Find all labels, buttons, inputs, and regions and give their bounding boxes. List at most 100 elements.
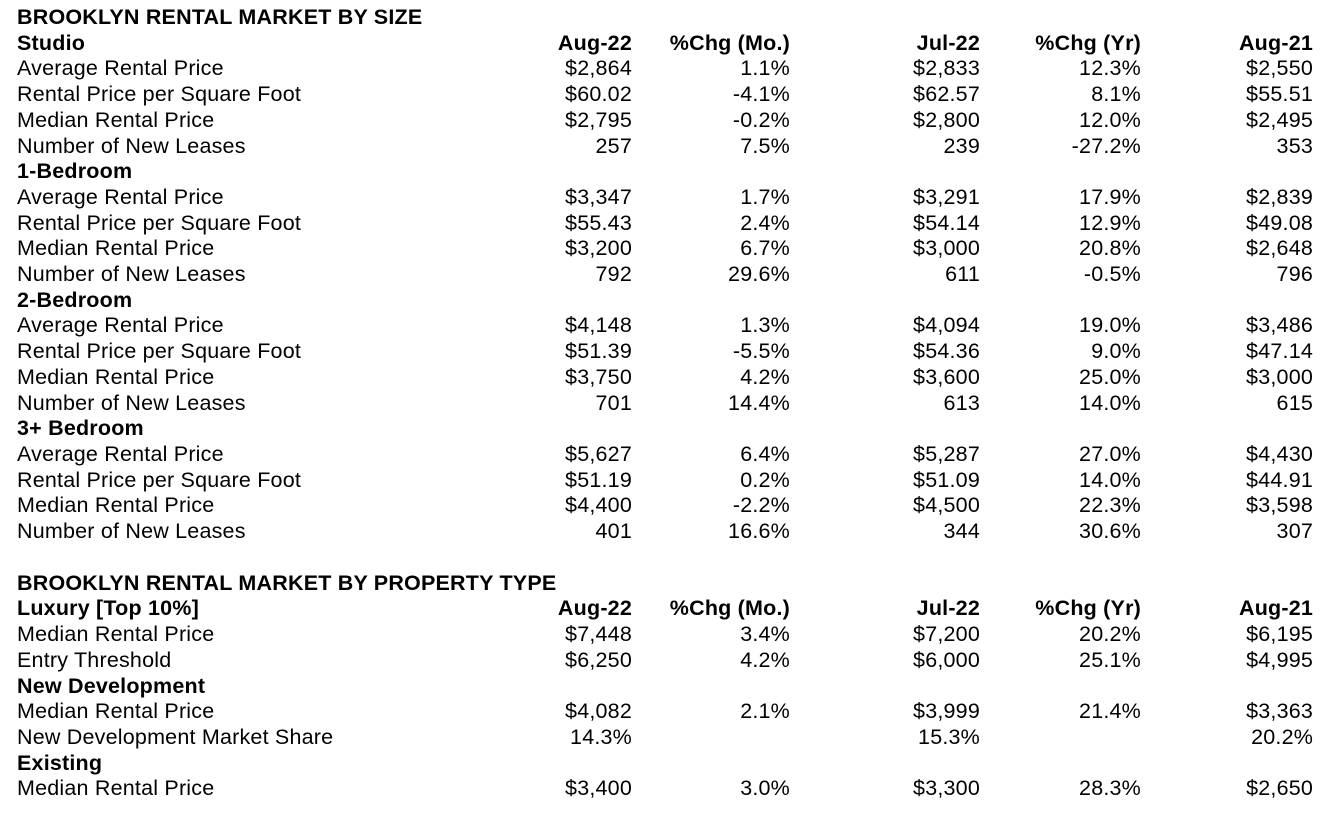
table-row: Number of New Leases 257 7.5% 239 -27.2% 353 xyxy=(17,134,1313,160)
row-label: Median Rental Price xyxy=(17,364,215,389)
row-label: Number of New Leases xyxy=(17,390,246,415)
table-row: Rental Price per Square Foot $51.19 0.2% $5… xyxy=(17,468,1313,494)
cell-value: 21.4% xyxy=(1079,699,1141,724)
group-header: Studio xyxy=(17,30,86,55)
cell-value: $3,750 xyxy=(565,364,632,389)
table-row: Median Rental Price $3,200 6.7% $3,000 20.8%… xyxy=(17,236,1313,262)
section-spacer xyxy=(17,545,1330,571)
cell-value: 16.6% xyxy=(728,519,790,544)
table-row: Average Rental Price $5,627 6.4% $5,287 27.0… xyxy=(17,442,1313,468)
column-header: Aug-22 xyxy=(557,30,632,55)
table-title: BROOKLYN RENTAL MARKET BY SIZE xyxy=(17,5,423,29)
cell-value: 6.4% xyxy=(740,441,790,466)
cell-value: -0.2% xyxy=(732,107,790,132)
table-row: Median Rental Price $2,795 -0.2% $2,800 12.0… xyxy=(17,108,1313,134)
row-label: Average Rental Price xyxy=(17,441,224,466)
cell-value: $4,430 xyxy=(1246,441,1314,466)
row-label: Number of New Leases xyxy=(17,519,246,544)
cell-value: 1.3% xyxy=(740,313,790,338)
cell-value: 353 xyxy=(1276,133,1314,158)
cell-value: 4.2% xyxy=(740,364,790,389)
cell-value: 2.1% xyxy=(740,699,790,724)
table-title: BROOKLYN RENTAL MARKET BY PROPERTY TYPE xyxy=(17,570,557,595)
table-title-row: BROOKLYN RENTAL MARKET BY SIZE xyxy=(17,5,1313,31)
group-header: 1-Bedroom xyxy=(17,159,133,184)
table-row: Rental Price per Square Foot $51.39 -5.5% $… xyxy=(17,339,1313,365)
cell-value: 615 xyxy=(1276,390,1314,415)
cell-value: 344 xyxy=(943,519,980,544)
cell-value: $60.02 xyxy=(565,82,632,107)
cell-value: $4,500 xyxy=(913,493,980,518)
row-label: New Development Market Share xyxy=(17,724,334,749)
cell-value: 29.6% xyxy=(728,262,790,287)
cell-value: $7,200 xyxy=(913,622,980,647)
cell-value: $54.14 xyxy=(913,210,980,235)
row-label: Median Rental Price xyxy=(17,493,215,518)
cell-value: $51.09 xyxy=(913,467,980,492)
cell-value: $3,486 xyxy=(1246,313,1314,338)
table-title-row: BROOKLYN RENTAL MARKET BY PROPERTY TYPE xyxy=(17,571,1313,597)
group-header-row: 3+ Bedroom xyxy=(17,416,1313,442)
table-row: Rental Price per Square Foot $55.43 2.4% $5… xyxy=(17,211,1313,237)
table-row: Median Rental Price $4,400 -2.2% $4,500 22.3… xyxy=(17,493,1313,519)
cell-value: 2.4% xyxy=(740,210,790,235)
row-label: Median Rental Price xyxy=(17,622,215,647)
cell-value: $2,839 xyxy=(1246,184,1314,209)
column-header: Jul-22 xyxy=(916,596,980,621)
cell-value: 792 xyxy=(595,262,632,287)
cell-value: 3.0% xyxy=(740,776,790,801)
group-header: Existing xyxy=(17,750,103,775)
cell-value: $5,627 xyxy=(565,441,632,466)
row-label: Rental Price per Square Foot xyxy=(17,467,302,492)
column-header: %Chg (Mo.) xyxy=(669,596,790,621)
row-label: Median Rental Price xyxy=(17,107,215,132)
table-row: Median Rental Price $4,082 2.1% $3,999 21.4%… xyxy=(17,699,1313,725)
empty-cells xyxy=(537,674,1313,700)
cell-value: $54.36 xyxy=(913,339,980,364)
cell-value: $55.43 xyxy=(565,210,632,235)
cell-value: $55.51 xyxy=(1246,82,1314,107)
group-header: New Development xyxy=(17,673,206,698)
group-header-row: Existing xyxy=(17,751,1313,777)
cell-value: $3,347 xyxy=(565,184,632,209)
cell-value: 1.1% xyxy=(740,56,790,81)
cell-value: $2,833 xyxy=(913,56,980,81)
cell-value xyxy=(980,725,1141,751)
cell-value: $3,999 xyxy=(913,699,980,724)
table-row: New Development Market Share 14.3% 15.3% 20… xyxy=(17,725,1313,751)
cell-value: 307 xyxy=(1276,519,1314,544)
cell-value: -27.2% xyxy=(1071,133,1141,158)
cell-value: $4,400 xyxy=(565,493,632,518)
cell-value: -5.5% xyxy=(732,339,790,364)
empty-cells xyxy=(537,288,1313,314)
row-label: Rental Price per Square Foot xyxy=(17,339,302,364)
cell-value: $51.39 xyxy=(565,339,632,364)
empty-cells xyxy=(537,159,1313,185)
cell-value: $2,648 xyxy=(1246,236,1314,261)
cell-value: $3,363 xyxy=(1246,699,1314,724)
cell-value: 20.2% xyxy=(1251,724,1314,749)
row-label: Median Rental Price xyxy=(17,699,215,724)
row-label: Number of New Leases xyxy=(17,262,246,287)
table-row: Number of New Leases 792 29.6% 611 -0.5% 796 xyxy=(17,262,1313,288)
cell-value: $2,550 xyxy=(1246,56,1314,81)
cell-value xyxy=(632,725,790,751)
column-header: Aug-21 xyxy=(1238,30,1314,55)
column-header: Jul-22 xyxy=(916,30,980,55)
row-label: Average Rental Price xyxy=(17,56,224,81)
cell-value: 12.0% xyxy=(1079,107,1141,132)
column-header-row: Luxury [Top 10%] Aug-22 %Chg (Mo.) Jul-22 %C… xyxy=(17,596,1313,622)
cell-value: $47.14 xyxy=(1246,339,1314,364)
cell-value: 7.5% xyxy=(740,133,790,158)
row-label: Average Rental Price xyxy=(17,184,224,209)
cell-value: 6.7% xyxy=(740,236,790,261)
cell-value: 0.2% xyxy=(740,467,790,492)
table-row: Average Rental Price $3,347 1.7% $3,291 17.9… xyxy=(17,185,1313,211)
table-row: Rental Price per Square Foot $60.02 -4.1% $… xyxy=(17,82,1313,108)
cell-value: 25.0% xyxy=(1079,364,1141,389)
table-row: Median Rental Price $3,400 3.0% $3,300 28.3%… xyxy=(17,776,1313,802)
column-header: %Chg (Yr) xyxy=(1035,30,1141,55)
cell-value: $4,082 xyxy=(565,699,632,724)
cell-value: 701 xyxy=(595,390,632,415)
row-label: Median Rental Price xyxy=(17,236,215,261)
